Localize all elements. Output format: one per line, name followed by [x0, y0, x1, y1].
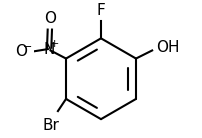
Text: F: F — [97, 3, 105, 18]
Text: +: + — [50, 39, 59, 49]
Text: O: O — [44, 11, 56, 26]
Text: OH: OH — [156, 40, 180, 55]
Text: O: O — [16, 44, 28, 59]
Text: Br: Br — [43, 118, 60, 133]
Text: N: N — [43, 42, 55, 57]
Text: −: − — [23, 42, 32, 52]
